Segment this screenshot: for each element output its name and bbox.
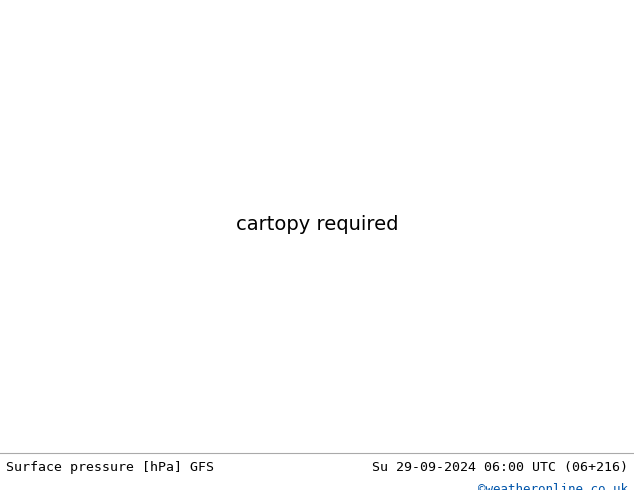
Text: Surface pressure [hPa] GFS: Surface pressure [hPa] GFS [6,461,214,474]
Text: cartopy required: cartopy required [236,216,398,234]
Text: ©weatheronline.co.uk: ©weatheronline.co.uk [477,483,628,490]
Text: Su 29-09-2024 06:00 UTC (06+216): Su 29-09-2024 06:00 UTC (06+216) [372,461,628,474]
